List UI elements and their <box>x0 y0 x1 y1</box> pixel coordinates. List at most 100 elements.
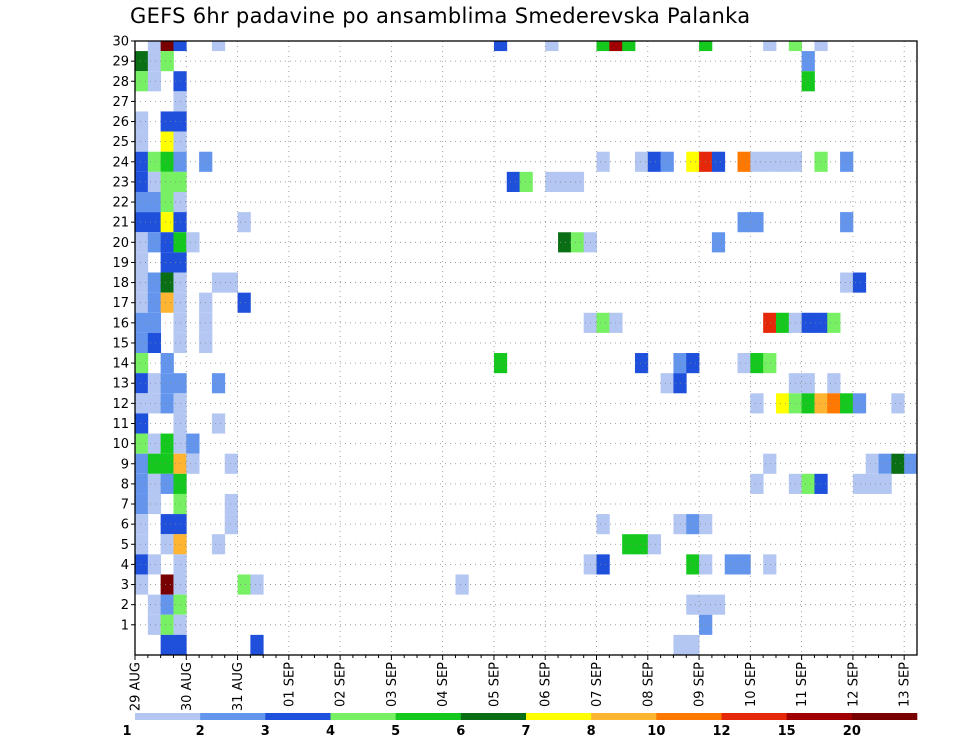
heatmap-cell <box>801 393 815 414</box>
heatmap-cell <box>763 353 777 374</box>
heatmap-cell <box>686 353 700 374</box>
colorbar-label: 8 <box>587 724 596 739</box>
heatmap-cell <box>160 131 174 152</box>
heatmap-cell <box>135 252 149 273</box>
colorbar-segment <box>265 713 331 720</box>
heatmap-cell <box>237 212 251 233</box>
heatmap-cell <box>160 272 174 293</box>
heatmap-cell <box>211 534 226 555</box>
heatmap-cell <box>250 634 264 655</box>
heatmap-cell <box>775 151 790 172</box>
heatmap-cell <box>135 272 149 293</box>
heatmap-cell <box>135 191 149 213</box>
y-tick-label: 2 <box>121 598 129 613</box>
heatmap-cell <box>160 252 174 273</box>
colorbar-label: 4 <box>326 724 335 739</box>
colorbar-segment <box>135 713 201 720</box>
x-tick-label: 08 SEP <box>641 662 656 707</box>
heatmap-cell <box>160 232 174 253</box>
heatmap-cell <box>160 41 174 52</box>
y-tick-label: 28 <box>112 75 129 90</box>
heatmap-cell <box>211 413 226 434</box>
heatmap-cell <box>147 51 162 72</box>
heatmap-cell <box>686 594 700 615</box>
heatmap-cell <box>186 232 200 253</box>
heatmap-cell <box>160 151 174 172</box>
colorbar-label: 2 <box>196 724 205 739</box>
colorbar-label: 5 <box>391 724 400 739</box>
heatmap-cell <box>211 272 226 293</box>
heatmap-cell <box>827 393 841 414</box>
heatmap-cell <box>596 514 610 535</box>
heatmap-cell <box>135 71 149 92</box>
x-tick-label: 04 SEP <box>436 662 451 707</box>
heatmap-cell <box>147 373 162 394</box>
heatmap-cell <box>147 272 162 293</box>
heatmap-cell <box>147 453 162 474</box>
y-tick-label: 25 <box>112 135 129 150</box>
heatmap-cell <box>135 453 149 474</box>
heatmap-cell <box>801 71 815 92</box>
heatmap-cell <box>596 554 610 575</box>
heatmap-cell <box>147 614 162 635</box>
heatmap-cell <box>160 212 174 233</box>
x-tick-label: 10 SEP <box>744 662 759 707</box>
heatmap-cell <box>686 514 700 535</box>
heatmap-cell <box>147 554 162 575</box>
heatmap-cell <box>135 514 149 535</box>
heatmap-cell <box>173 41 187 52</box>
heatmap-cell <box>147 332 162 354</box>
y-tick-label: 21 <box>112 216 129 231</box>
y-tick-label: 17 <box>112 296 129 311</box>
heatmap-cell <box>160 111 174 132</box>
heatmap-cell <box>596 151 610 172</box>
heatmap-cell <box>814 473 828 494</box>
heatmap-cell <box>147 212 162 233</box>
x-tick-label: 09 SEP <box>693 662 708 707</box>
heatmap-cell <box>135 373 149 394</box>
heatmap-cell <box>160 171 174 192</box>
y-tick-label: 20 <box>112 236 129 251</box>
colorbar-segment <box>200 713 266 720</box>
heatmap-cell <box>135 574 149 595</box>
heatmap-cell <box>147 232 162 253</box>
heatmap-cell <box>455 574 469 595</box>
y-tick-label: 13 <box>112 377 129 392</box>
heatmap-cell <box>160 433 174 454</box>
y-tick-label: 8 <box>121 477 129 492</box>
heatmap-cell <box>750 393 764 414</box>
heatmap-cell <box>660 151 674 172</box>
y-tick-label: 6 <box>121 518 129 533</box>
colorbar-label: 1 <box>122 724 131 739</box>
colorbar-label: 10 <box>647 724 665 739</box>
heatmap-cell <box>160 292 174 313</box>
heatmap-cell <box>160 514 174 535</box>
heatmap-cell <box>224 493 238 515</box>
y-tick-label: 30 <box>112 35 129 50</box>
heatmap-cell <box>173 634 187 655</box>
heatmap-cell <box>211 41 226 52</box>
colorbar-label: 20 <box>843 724 861 739</box>
heatmap-cell <box>160 574 174 595</box>
heatmap-cell <box>865 473 879 494</box>
heatmap-cell <box>865 453 879 474</box>
plot-frame <box>134 40 918 656</box>
heatmap-cell <box>737 353 751 374</box>
heatmap-cell <box>135 131 149 152</box>
y-tick-label: 22 <box>112 196 129 211</box>
heatmap-cell <box>775 393 790 414</box>
heatmap-cell <box>160 634 174 655</box>
x-tick-label: 02 SEP <box>334 662 349 707</box>
chart-title: GEFS 6hr padavine po ansamblima Smederev… <box>130 4 751 28</box>
heatmap-cell <box>840 393 854 414</box>
heatmap-cell <box>711 151 726 172</box>
heatmap-cell <box>224 272 238 293</box>
colorbar-segment <box>851 713 918 720</box>
heatmap-cell <box>135 554 149 575</box>
heatmap-cell <box>147 493 162 515</box>
heatmap-cell <box>801 473 815 494</box>
y-tick-label: 24 <box>112 155 129 170</box>
x-tick-label: 05 SEP <box>487 662 502 707</box>
heatmap-cell <box>147 71 162 92</box>
heatmap-cell <box>634 151 649 172</box>
